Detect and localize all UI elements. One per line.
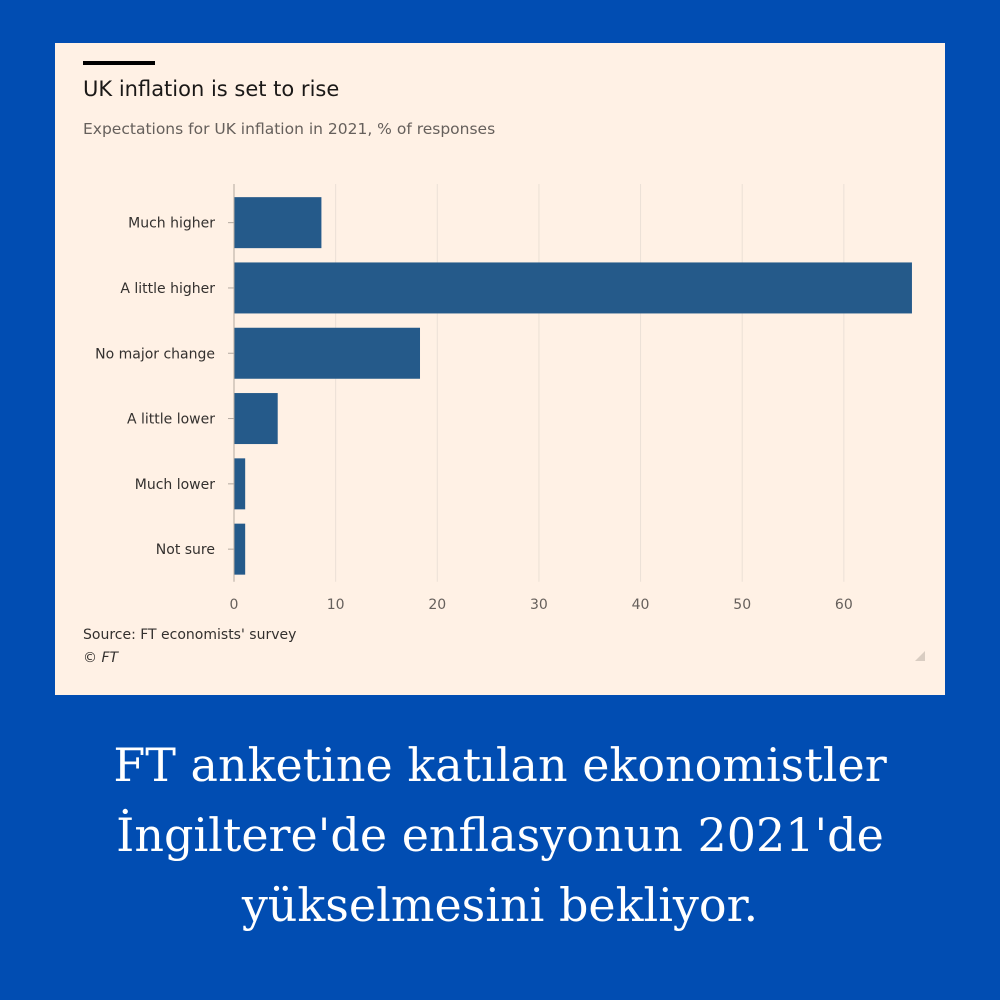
- caption-text: FT anketine katılan ekonomistler İngilte…: [113, 738, 887, 932]
- chart-title: UK inflation is set to rise: [83, 77, 340, 101]
- x-tick-label: 30: [530, 597, 548, 613]
- resize-handle-icon: [915, 651, 925, 661]
- category-label: A little lower: [127, 412, 215, 428]
- x-tick-label: 60: [835, 597, 853, 613]
- bar-chart: 0 10 20 30 40 50 60 Much higher A little higher N…: [95, 184, 912, 613]
- chart-subtitle: Expectations for UK inflation in 2021, %…: [83, 120, 496, 138]
- bar: [234, 197, 322, 249]
- bar: [234, 523, 246, 575]
- x-tick-label: 40: [632, 597, 650, 613]
- x-tick-label: 10: [327, 597, 345, 613]
- bar: [234, 458, 246, 510]
- category-label: No major change: [95, 346, 215, 362]
- copyright-note: © FT: [83, 650, 119, 666]
- bar: [234, 393, 278, 445]
- category-label: Not sure: [156, 542, 215, 558]
- source-note: Source: FT economists' survey: [83, 627, 297, 643]
- x-tick-label: 20: [428, 597, 446, 613]
- x-tick-label: 50: [733, 597, 751, 613]
- category-label: Much higher: [128, 216, 215, 232]
- x-tick-label: 0: [230, 597, 239, 613]
- category-label: A little higher: [120, 281, 215, 297]
- category-label: Much lower: [135, 477, 215, 493]
- bar: [234, 327, 421, 379]
- chart-card: UK inflation is set to rise Expectations…: [55, 43, 945, 695]
- bar: [234, 262, 912, 314]
- title-rule: [83, 61, 155, 65]
